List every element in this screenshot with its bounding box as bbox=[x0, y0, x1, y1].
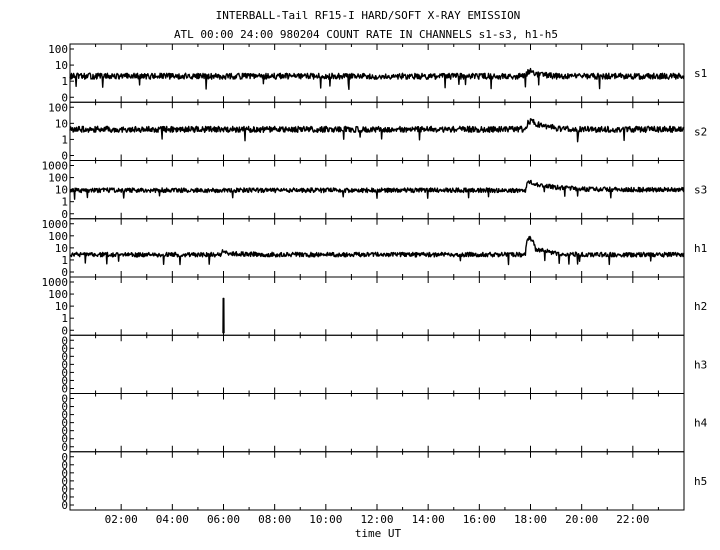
panel-frame-h2 bbox=[69, 276, 685, 336]
trace-h1 bbox=[69, 235, 685, 266]
chart-title: INTERBALL-Tail RF15-I HARD/SOFT X-RAY EM… bbox=[216, 9, 521, 22]
y-tick-label-h5: 0 bbox=[61, 475, 68, 488]
x-axis-label: time UT bbox=[355, 527, 402, 540]
y-tick-label-h1: 1000 bbox=[42, 218, 69, 231]
y-tick-label-h3: 0 bbox=[61, 366, 68, 379]
channel-label-s3: s3 bbox=[694, 184, 707, 197]
trace-h2 bbox=[222, 297, 225, 334]
y-tick-label-s2: 10 bbox=[55, 117, 68, 130]
y-tick-label-h1: 100 bbox=[48, 230, 68, 243]
x-tick-label: 14:00 bbox=[412, 513, 445, 526]
y-tick-label-s1: 10 bbox=[55, 59, 68, 72]
y-tick-label-s1: 1 bbox=[61, 75, 68, 88]
y-tick-label-h2: 10 bbox=[55, 300, 68, 313]
y-tick-label-s2: 0 bbox=[61, 150, 68, 163]
channel-label-s1: s1 bbox=[694, 67, 707, 80]
channel-label-h5: h5 bbox=[694, 475, 707, 488]
panel-frame-h4 bbox=[69, 393, 685, 453]
y-tick-label-h1: 10 bbox=[55, 242, 68, 255]
x-tick-label: 12:00 bbox=[360, 513, 393, 526]
y-tick-label-h2: 1000 bbox=[42, 276, 69, 289]
y-tick-label-h3: 0 bbox=[61, 358, 68, 371]
x-tick-label: 16:00 bbox=[463, 513, 496, 526]
y-tick-label-s3: 100 bbox=[48, 172, 68, 185]
y-tick-label-h5: 0 bbox=[61, 451, 68, 464]
y-tick-label-s3: 1 bbox=[61, 196, 68, 209]
channel-label-h3: h3 bbox=[694, 358, 707, 371]
y-tick-label-h4: 0 bbox=[61, 401, 68, 414]
y-tick-label-h4: 0 bbox=[61, 441, 68, 454]
trace-s1 bbox=[69, 67, 685, 90]
trace-s2 bbox=[69, 118, 685, 143]
y-tick-label-h3: 0 bbox=[61, 334, 68, 347]
x-tick-label: 20:00 bbox=[565, 513, 598, 526]
channel-label-h4: h4 bbox=[694, 417, 708, 430]
y-tick-label-s2: 100 bbox=[48, 101, 68, 114]
y-tick-label-h3: 0 bbox=[61, 383, 68, 396]
channel-label-h2: h2 bbox=[694, 300, 707, 313]
panel-frame-h1 bbox=[69, 218, 685, 278]
chart-subtitle: ATL 00:00 24:00 980204 COUNT RATE IN CHA… bbox=[174, 28, 558, 41]
panels: 1001010s11001010s210001001010s3100010010… bbox=[42, 43, 708, 526]
y-tick-label-h3: 0 bbox=[61, 374, 68, 387]
channel-label-h1: h1 bbox=[694, 242, 707, 255]
y-tick-label-s3: 0 bbox=[61, 208, 68, 221]
x-tick-label: 08:00 bbox=[258, 513, 291, 526]
y-tick-label-h1: 1 bbox=[61, 254, 68, 267]
y-tick-label-h5: 0 bbox=[61, 483, 68, 496]
y-tick-label-s1: 0 bbox=[61, 91, 68, 104]
y-tick-label-s1: 100 bbox=[48, 43, 68, 56]
trace-s3 bbox=[69, 179, 685, 200]
y-tick-label-h4: 0 bbox=[61, 409, 68, 422]
y-tick-label-s2: 1 bbox=[61, 133, 68, 146]
y-tick-label-h4: 0 bbox=[61, 433, 68, 446]
channel-label-s2: s2 bbox=[694, 125, 707, 138]
y-tick-label-h3: 0 bbox=[61, 342, 68, 355]
y-tick-label-h4: 0 bbox=[61, 425, 68, 438]
x-tick-label: 18:00 bbox=[514, 513, 547, 526]
y-tick-label-h5: 0 bbox=[61, 499, 68, 512]
y-tick-label-h3: 0 bbox=[61, 350, 68, 363]
y-tick-label-h4: 0 bbox=[61, 393, 68, 406]
y-tick-label-h5: 0 bbox=[61, 491, 68, 504]
x-tick-label: 04:00 bbox=[156, 513, 189, 526]
y-tick-label-s3: 10 bbox=[55, 184, 68, 197]
x-tick-label: 10:00 bbox=[309, 513, 342, 526]
y-tick-label-h4: 0 bbox=[61, 417, 68, 430]
y-tick-label-h5: 0 bbox=[61, 467, 68, 480]
y-tick-label-h2: 1 bbox=[61, 312, 68, 325]
y-tick-label-h5: 0 bbox=[61, 459, 68, 472]
panel-frame-h5 bbox=[69, 451, 685, 511]
panel-frame-h3 bbox=[69, 334, 685, 394]
y-tick-label-s3: 1000 bbox=[42, 160, 69, 173]
y-tick-label-h2: 0 bbox=[61, 324, 68, 337]
x-tick-label: 22:00 bbox=[616, 513, 649, 526]
x-tick-label: 02:00 bbox=[105, 513, 138, 526]
x-tick-label: 06:00 bbox=[207, 513, 240, 526]
y-tick-label-h1: 0 bbox=[61, 266, 68, 279]
y-tick-label-h2: 100 bbox=[48, 288, 68, 301]
